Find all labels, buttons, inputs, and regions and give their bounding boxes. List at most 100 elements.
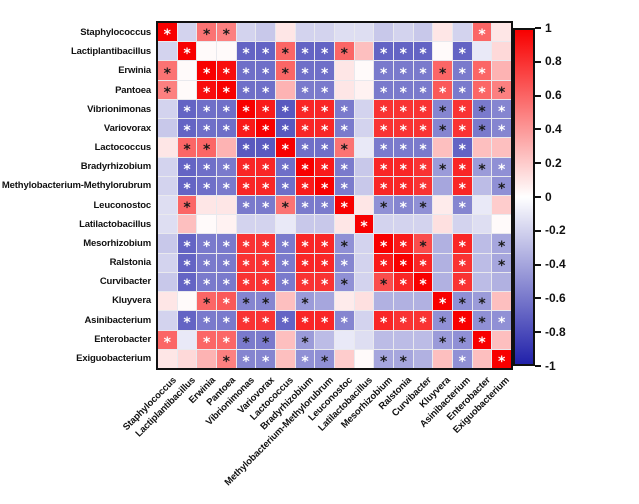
- significance-asterisk: *: [281, 46, 289, 63]
- heatmap-cell: *: [197, 61, 216, 81]
- heatmap-cell: *: [236, 234, 256, 254]
- heatmap-cell: *: [295, 176, 315, 196]
- heatmap-cell: *: [374, 195, 393, 215]
- heatmap-cell: *: [256, 176, 275, 196]
- heatmap-cell: *: [433, 157, 452, 177]
- heatmap-cell: [354, 272, 374, 292]
- significance-asterisk: *: [301, 200, 309, 217]
- heatmap-cell: *: [236, 292, 256, 311]
- heatmap-cell: *: [177, 138, 197, 159]
- significance-asterisk: *: [261, 103, 270, 120]
- significance-asterisk: *: [399, 142, 407, 159]
- significance-asterisk: *: [478, 103, 486, 120]
- heatmap-cell: [374, 23, 393, 42]
- heatmap-cell: *: [413, 119, 433, 140]
- heatmap-cell: *: [452, 195, 472, 215]
- significance-asterisk: *: [183, 46, 191, 63]
- significance-asterisk: *: [183, 200, 191, 217]
- heatmap-cell: [354, 61, 374, 80]
- significance-asterisk: *: [419, 238, 427, 255]
- heatmap-cell: [158, 99, 177, 119]
- heatmap-cell: [393, 292, 413, 311]
- significance-asterisk: *: [222, 334, 230, 351]
- heatmap-cell: [492, 61, 511, 80]
- significance-asterisk: *: [281, 315, 289, 332]
- heatmap-cell: [433, 195, 452, 215]
- significance-asterisk: *: [301, 257, 309, 274]
- significance-asterisk: *: [261, 257, 270, 274]
- heatmap-cell: *: [216, 99, 236, 119]
- heatmap-cell: *: [256, 349, 275, 369]
- heatmap-cell: *: [256, 80, 275, 100]
- heatmap-cell: [177, 23, 197, 42]
- heatmap-cell: [413, 23, 433, 42]
- heatmap-cell: *: [374, 234, 393, 254]
- heatmap-cell: *: [315, 80, 334, 100]
- heatmap-cell: [433, 272, 452, 292]
- y-axis-label: Leuconostoc: [93, 199, 152, 211]
- heatmap-cell: [275, 215, 295, 234]
- colorbar-tick: [535, 128, 541, 131]
- heatmap-cell: *: [492, 176, 511, 196]
- colorbar-tick-label: 0.2: [545, 155, 562, 170]
- significance-asterisk: *: [301, 123, 309, 140]
- heatmap-cell: *: [315, 61, 334, 81]
- heatmap-cell: [354, 119, 374, 138]
- significance-asterisk: *: [320, 123, 329, 140]
- significance-asterisk: *: [183, 123, 191, 140]
- heatmap-cell: [334, 80, 354, 99]
- heatmap-cell: [158, 119, 177, 138]
- significance-asterisk: *: [261, 296, 270, 313]
- heatmap-cell: *: [374, 157, 393, 178]
- significance-asterisk: *: [419, 123, 427, 140]
- y-axis-label: Vibrionimonas: [87, 103, 151, 115]
- heatmap-cell: *: [315, 195, 334, 215]
- heatmap-cell: *: [236, 311, 256, 330]
- heatmap-cell: *: [256, 119, 275, 138]
- heatmap-cell: [472, 176, 492, 195]
- heatmap-cell: [413, 349, 433, 368]
- significance-asterisk: *: [281, 123, 289, 140]
- colorbar-tick: [535, 365, 541, 367]
- heatmap-cell: *: [315, 253, 334, 273]
- significance-asterisk: *: [183, 142, 191, 159]
- significance-asterisk: *: [419, 257, 427, 274]
- heatmap-cell: *: [295, 311, 315, 330]
- significance-asterisk: *: [379, 84, 388, 101]
- heatmap-cell: *: [472, 61, 492, 81]
- heatmap-grid: * * * * * * * * * * * * * * * * * * * * * * * * * * * * * * * * * * * * * * * *…: [158, 23, 511, 369]
- heatmap-cell: *: [177, 119, 197, 140]
- heatmap-cell: [472, 234, 492, 253]
- heatmap-cell: *: [295, 42, 315, 61]
- heatmap-cell: *: [177, 234, 197, 254]
- heatmap-cell: *: [334, 157, 354, 178]
- significance-asterisk: *: [261, 238, 270, 255]
- heatmap-cell: *: [197, 138, 216, 157]
- heatmap-cell: [197, 195, 216, 215]
- heatmap-cell: [433, 138, 452, 157]
- significance-asterisk: *: [399, 276, 407, 293]
- significance-asterisk: *: [202, 123, 211, 140]
- significance-asterisk: *: [340, 161, 348, 178]
- heatmap-cell: [158, 253, 177, 272]
- significance-asterisk: *: [458, 296, 466, 313]
- heatmap-cell: [354, 138, 374, 157]
- heatmap-cell: *: [197, 80, 216, 100]
- heatmap-cell: *: [256, 292, 275, 313]
- heatmap-cell: [354, 176, 374, 195]
- heatmap-cell: *: [295, 157, 315, 177]
- significance-asterisk: *: [438, 334, 447, 351]
- significance-asterisk: *: [242, 46, 250, 63]
- y-axis-label: Erwinia: [118, 65, 151, 77]
- heatmap-cell: *: [256, 253, 275, 274]
- significance-asterisk: *: [458, 180, 466, 197]
- heatmap-cell: *: [433, 330, 452, 351]
- y-axis-label: Bradyrhizobium: [80, 161, 151, 173]
- significance-asterisk: *: [242, 65, 250, 82]
- heatmap-cell: [492, 215, 511, 234]
- significance-asterisk: *: [379, 161, 388, 178]
- heatmap-cell: *: [275, 157, 295, 177]
- significance-asterisk: *: [222, 123, 230, 140]
- significance-asterisk: *: [438, 103, 447, 120]
